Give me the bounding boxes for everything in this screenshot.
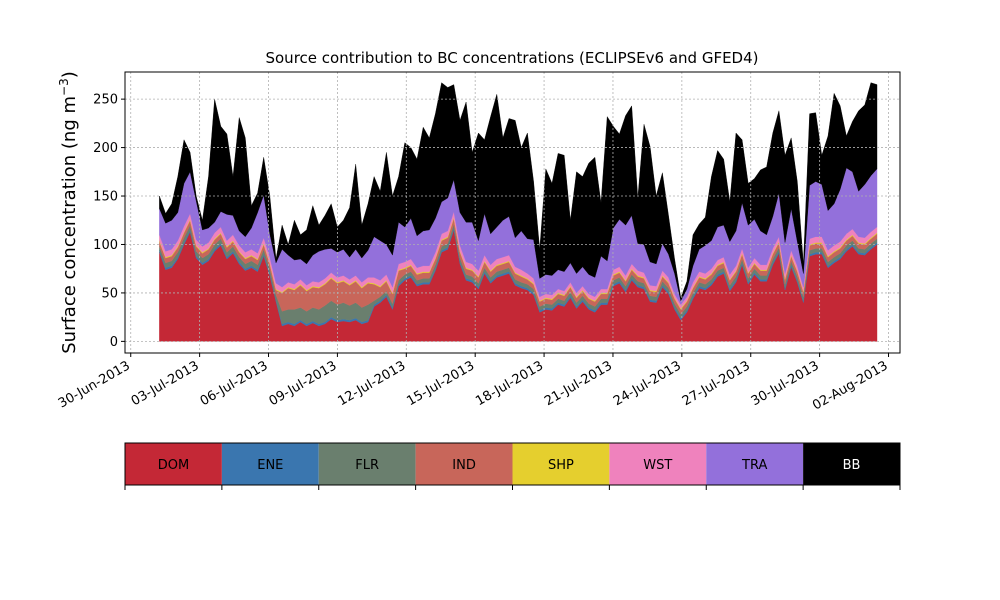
y-axis-label: Surface concentration (ng m−3) — [57, 71, 80, 354]
legend-label-ene: ENE — [257, 458, 283, 473]
legend-swatch-ene — [221, 443, 319, 485]
source-colorbar-legend: DOM ENE FLR IND SHP WST TRA BB — [124, 442, 901, 490]
legend-swatch-ind — [415, 443, 513, 485]
grid-lines — [125, 72, 900, 353]
plot-frame — [124, 71, 901, 354]
y-axis-label-exponent: −3 — [57, 78, 71, 96]
legend-label-dom: DOM — [158, 458, 189, 473]
y-tick-label: 150 — [93, 190, 118, 205]
y-tick-label: 0 — [110, 335, 118, 350]
legend-label-ind: IND — [452, 458, 476, 473]
legend-label-shp: SHP — [548, 458, 574, 473]
legend-swatch-wst — [609, 443, 707, 485]
legend-swatch-tra — [706, 443, 804, 485]
legend-swatch-shp — [512, 443, 610, 485]
legend-label-wst: WST — [643, 458, 672, 473]
legend-swatch-bb — [803, 443, 900, 485]
y-tick-label: 200 — [93, 141, 118, 156]
y-tick-label: 100 — [93, 238, 118, 253]
y-tick-label: 50 — [101, 286, 118, 301]
legend-swatch-dom — [125, 443, 222, 485]
legend-label-flr: FLR — [355, 458, 379, 473]
legend-swatch-flr — [318, 443, 416, 485]
y-tick-label: 250 — [93, 93, 118, 108]
y-axis: 0 50 100 150 200 250 — [93, 93, 125, 350]
legend-label-tra: TRA — [741, 458, 767, 473]
stacked-areas — [159, 82, 878, 342]
chart-title: Source contribution to BC concentrations… — [265, 49, 758, 67]
legend-label-bb: BB — [843, 458, 861, 473]
y-axis-label-close: ) — [59, 71, 80, 78]
y-axis-label-main: Surface concentration (ng m — [59, 96, 80, 354]
